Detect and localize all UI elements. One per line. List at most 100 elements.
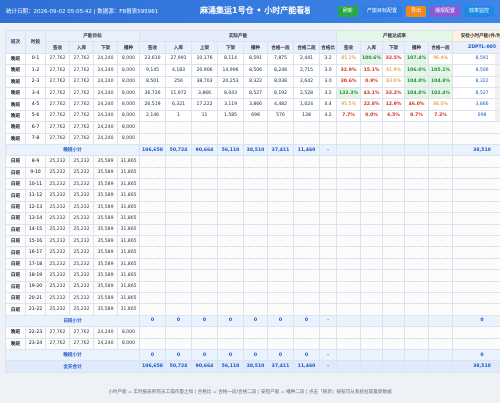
title: 麻涌集运1号仓 • 小时产能看板 [200, 6, 310, 15]
cell: - [191, 212, 219, 225]
cell: - [165, 246, 193, 259]
cell: - [243, 200, 269, 214]
cell: - [336, 155, 362, 168]
cell: 8,000 [116, 326, 141, 339]
cell: 27,762 [45, 52, 70, 66]
row: 晚班 23-24 27,762 27,762 24,240 8,000- - - - - - - - - -… [5, 337, 500, 350]
cell: - [428, 257, 454, 271]
shift: 晚班 [5, 64, 26, 77]
shift: 白班 [5, 269, 26, 282]
cell: - [428, 155, 454, 168]
cell: - [293, 212, 321, 225]
cell: - [404, 246, 430, 259]
cell: - [267, 166, 295, 180]
cell: 8,000 [116, 109, 141, 123]
cell [360, 360, 384, 373]
cell: - [267, 212, 295, 225]
cell: 8,248 [267, 64, 295, 77]
time: 9-10 [25, 166, 46, 180]
cell: - [428, 212, 454, 225]
cell: 25,232 [69, 155, 94, 168]
cell: 2,715 [293, 64, 321, 77]
cell: 25,232 [69, 280, 94, 294]
button[interactable]: 导出 [405, 6, 426, 17]
cell: 27,762 [45, 121, 70, 134]
cell: - [165, 121, 193, 134]
cell: - [428, 200, 454, 214]
cell: - [452, 166, 500, 180]
cell: 83.6% [382, 75, 406, 88]
cell: - [217, 200, 245, 214]
button[interactable]: 播报配置 [429, 6, 460, 17]
cell: - [217, 337, 245, 350]
row: 晚班 2-3 27,762 27,762 24,240 8,000 8,501 256 38,7… [5, 75, 500, 88]
cell: - [319, 235, 338, 248]
subtotal-row: 晚班小计 0 0 0 0 0 0 0-0 [4, 348, 500, 362]
cell: 1,024 [293, 98, 321, 111]
shift: 晚班 [5, 52, 26, 66]
cell: 27,762 [45, 86, 70, 100]
cell: 35,589 [93, 246, 118, 259]
cell: - [428, 326, 454, 339]
cell: 8.7% [404, 109, 430, 123]
cell: - [165, 257, 193, 271]
column-header: 签收 [139, 41, 167, 54]
cell: 96.4% [428, 52, 454, 66]
cell: - [452, 246, 500, 259]
cell: - [243, 269, 269, 282]
shift: 晚班 [5, 121, 26, 134]
cell: 27,762 [45, 337, 70, 350]
cell: 20,906 [191, 64, 219, 77]
cell: - [404, 303, 430, 316]
time: 1-2 [25, 64, 46, 77]
cell: - [360, 269, 384, 282]
cell: - [404, 269, 430, 282]
cell: - [217, 303, 245, 316]
cell: - [428, 189, 454, 202]
cell: - [336, 212, 362, 225]
cell: - [382, 337, 406, 350]
cell: 11,972 [165, 86, 193, 100]
cell: 8,000 [116, 64, 141, 77]
cell: - [243, 212, 269, 225]
button[interactable]: 效率监控 [463, 6, 494, 17]
cell: - [319, 189, 338, 202]
button[interactable]: 产能目标配置 [361, 6, 402, 17]
cell [404, 348, 430, 362]
cell: 104.0% [404, 75, 430, 88]
cell: 56,110 [217, 360, 245, 373]
button[interactable]: 刷新 [337, 6, 358, 17]
cell: - [319, 314, 338, 328]
cell: - [452, 257, 500, 271]
cell: 0 [293, 348, 321, 362]
cell: 100.6% [360, 52, 384, 66]
cell: 25,232 [69, 303, 94, 316]
group-header: 产能目标 [44, 29, 141, 43]
cell: - [217, 280, 245, 294]
table-wrap: 班次 时段 产能目标 实际产能 产能达成率 安检小时产能(件/时) 签收 入库 下架 播种 签收 入库… [4, 29, 500, 373]
cell: 27,762 [45, 132, 70, 145]
cell: 8,527 [452, 86, 500, 100]
cell: - [319, 132, 338, 145]
cell: 106,658 [139, 360, 167, 373]
cell: - [293, 291, 321, 305]
cell: 8,043 [217, 86, 245, 100]
cell: - [452, 178, 500, 191]
cell: 8,000 [116, 98, 141, 111]
cell: - [139, 291, 167, 305]
shift: 白班 [5, 291, 26, 305]
time: 14-15 [25, 223, 46, 237]
cell: 11 [191, 109, 219, 123]
cell: 24,240 [93, 52, 118, 66]
cell: - [243, 246, 269, 259]
cell: - [165, 178, 193, 191]
cell: - [191, 178, 219, 191]
time: 7-8 [25, 132, 46, 145]
cell: - [243, 178, 269, 191]
cell: - [139, 326, 167, 339]
cell: 31,865 [116, 223, 141, 237]
column-header: 合格二段 [293, 41, 321, 54]
cell: - [267, 337, 295, 350]
cell: 23,610 [139, 52, 167, 66]
